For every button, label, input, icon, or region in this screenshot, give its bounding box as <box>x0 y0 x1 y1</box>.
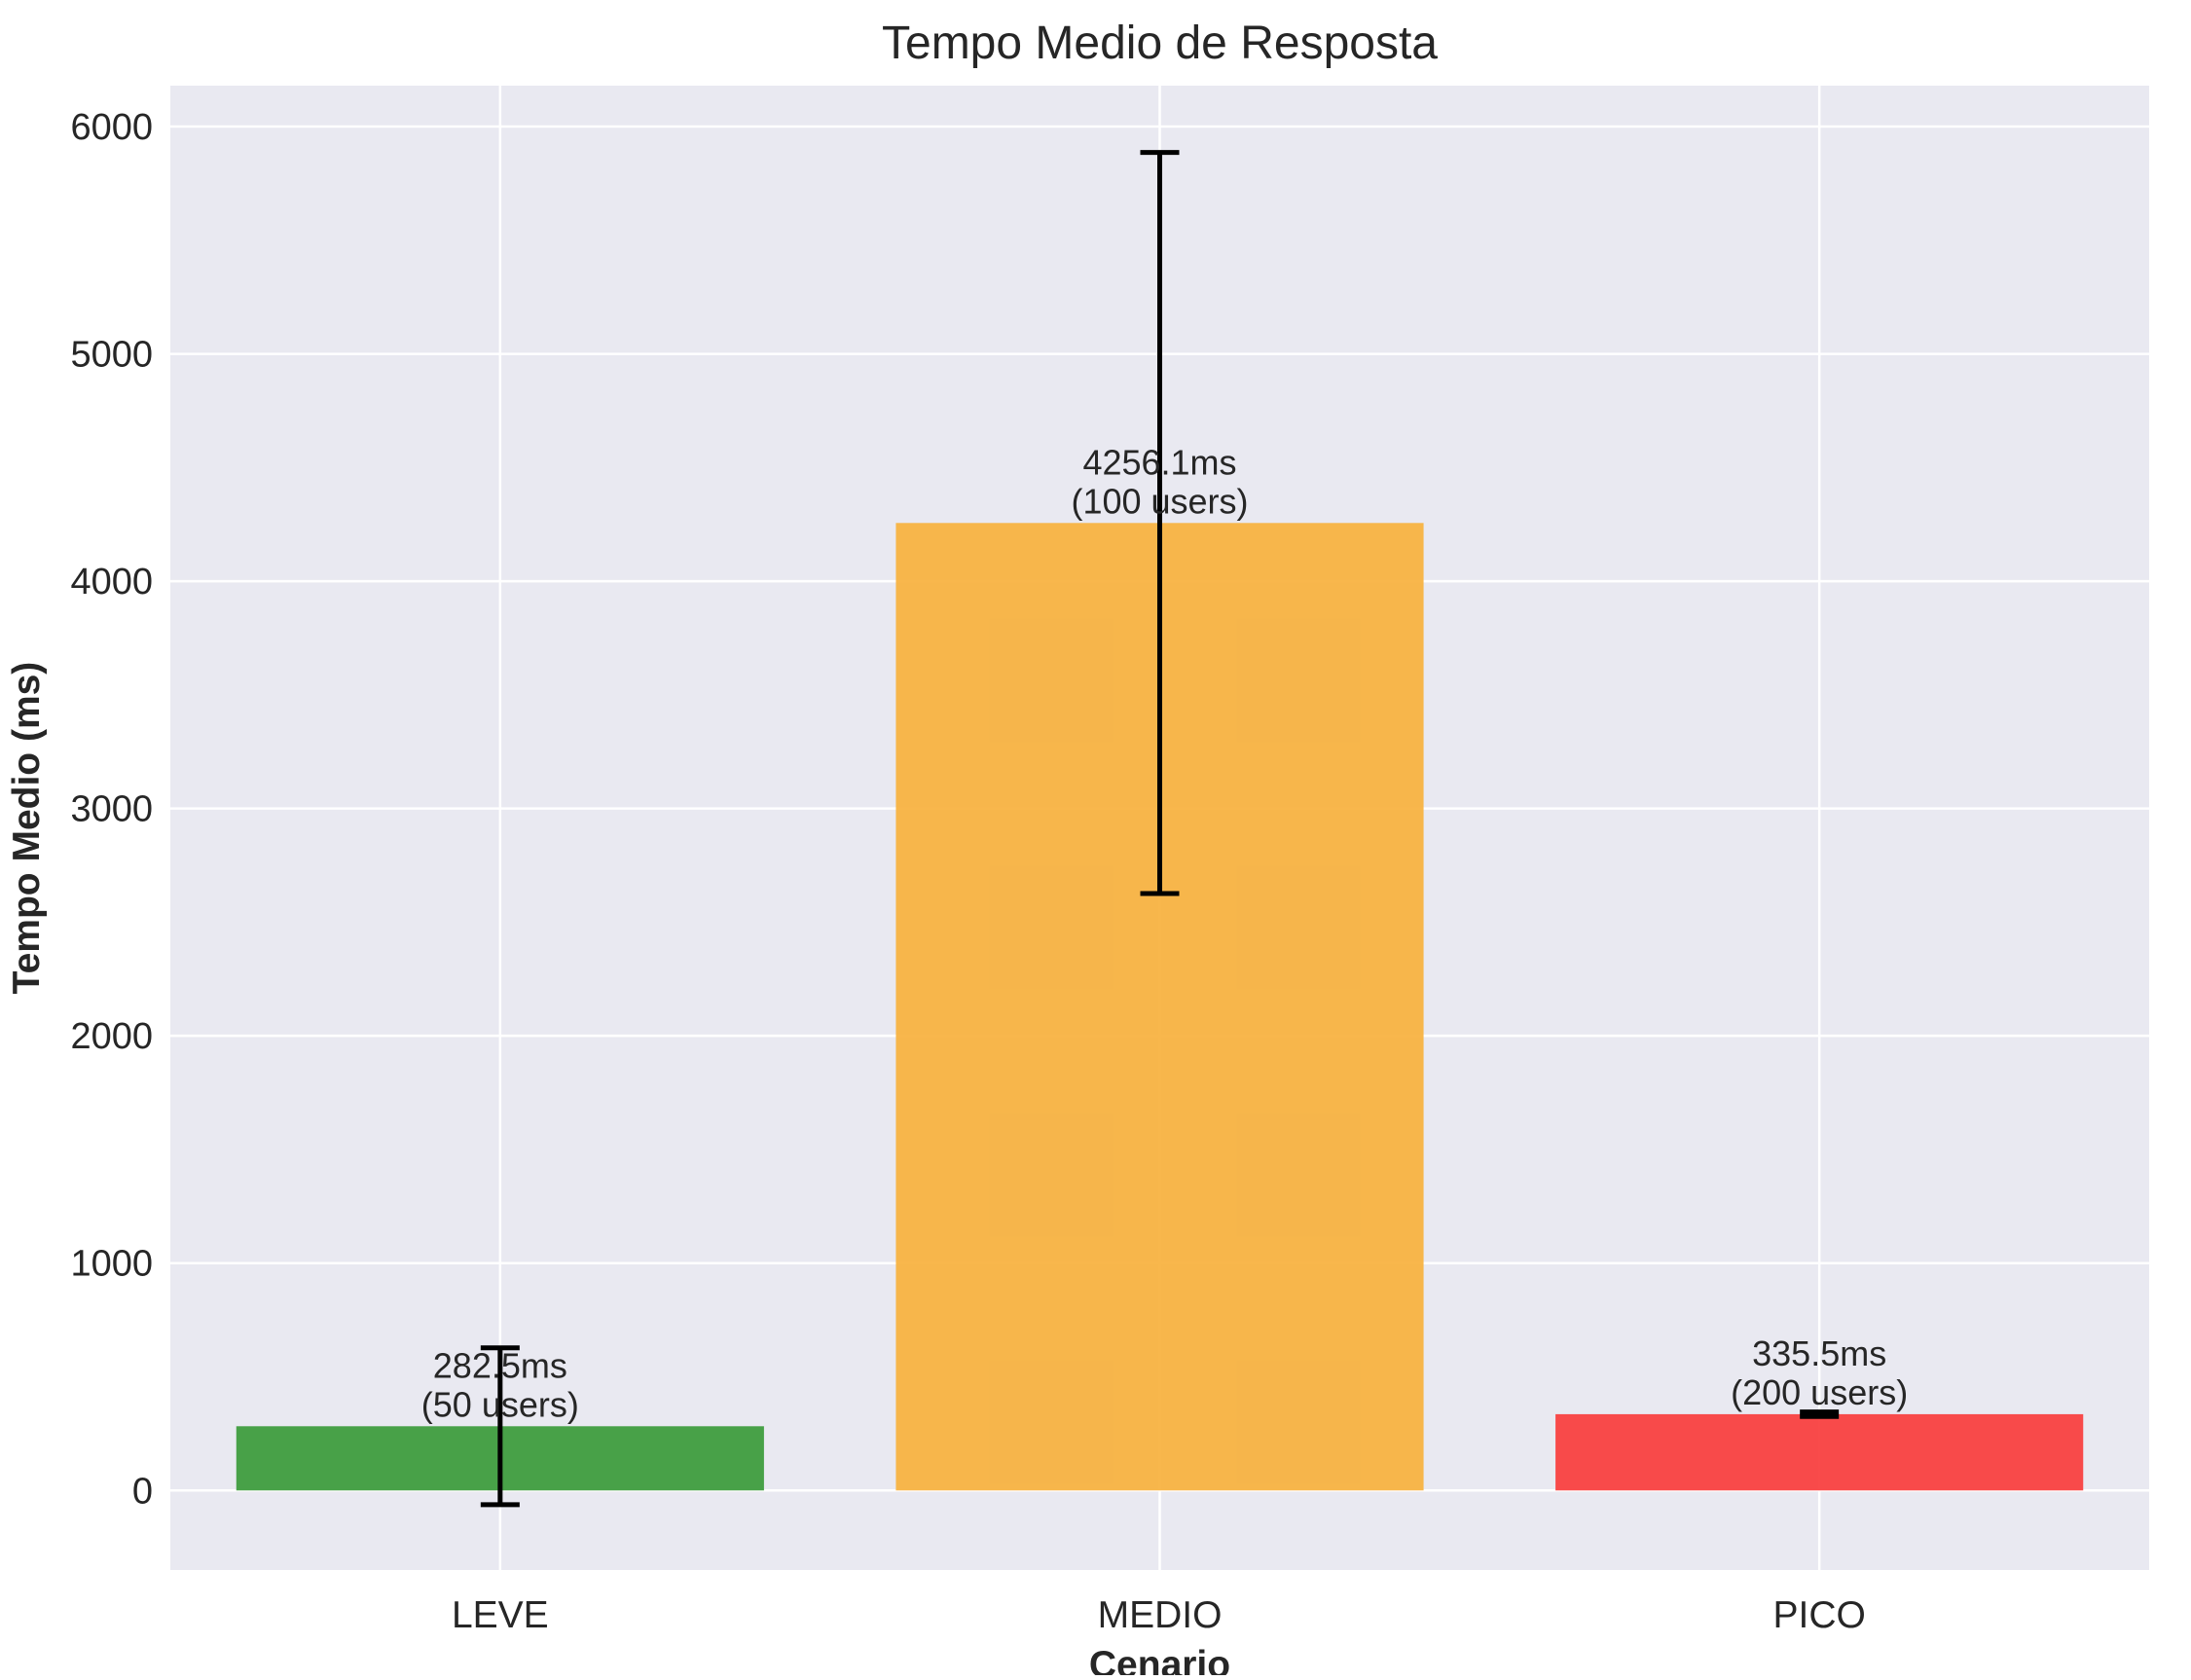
y-tick-label: 4000 <box>70 562 153 603</box>
x-tick-labels: LEVE MEDIO PICO <box>452 1594 1866 1636</box>
y-tick-labels: 0 1000 2000 3000 4000 5000 6000 <box>70 107 153 1512</box>
y-tick-label: 5000 <box>70 335 153 376</box>
y-tick-label: 6000 <box>70 107 153 148</box>
y-tick-label: 1000 <box>70 1244 153 1285</box>
bar-users-label: (100 users) <box>1071 481 1248 521</box>
bar-labels: 282.5ms(50 users) 4256.1ms(100 users) 335.… <box>421 442 1908 1424</box>
y-tick-label: 3000 <box>70 789 153 830</box>
x-tick-label: PICO <box>1772 1594 1865 1636</box>
bar-users-label: (50 users) <box>421 1384 579 1424</box>
x-tick-label: MEDIO <box>1098 1594 1223 1636</box>
error-bars <box>480 150 1840 1508</box>
y-axis-label: Tempo Medio (ms) <box>6 662 48 995</box>
bar-users-label: (200 users) <box>1731 1372 1908 1412</box>
x-tick-label: LEVE <box>452 1594 549 1636</box>
bar-value-label: 4256.1ms <box>1082 442 1236 482</box>
bar-pico <box>1555 1413 2084 1491</box>
bars <box>236 523 2084 1491</box>
x-axis-label: Cenario <box>1089 1644 1230 1675</box>
bar-value-label: 282.5ms <box>433 1345 567 1385</box>
bar-value-label: 335.5ms <box>1752 1333 1886 1373</box>
y-tick-label: 2000 <box>70 1016 153 1057</box>
y-tick-label: 0 <box>132 1471 153 1512</box>
chart-title: Tempo Medio de Resposta <box>882 18 1438 69</box>
